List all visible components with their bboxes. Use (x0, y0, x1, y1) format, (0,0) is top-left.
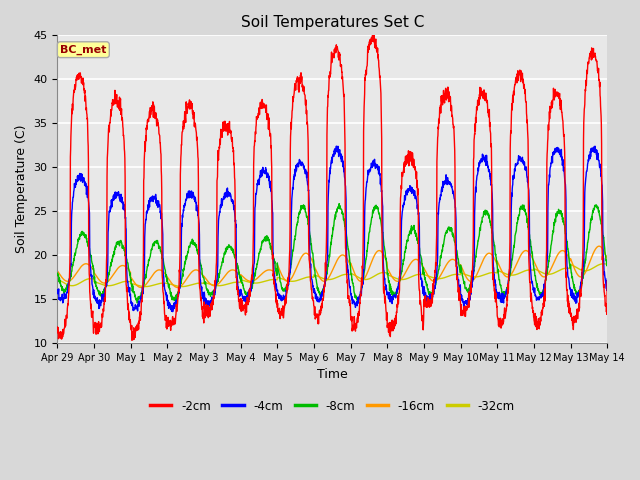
-4cm (604, 276, 611, 282)
-8cm (396, 280, 403, 286)
-8cm (54, 271, 61, 277)
-2cm (156, 140, 164, 145)
-8cm (134, 300, 141, 306)
Line: -8cm: -8cm (58, 204, 607, 303)
-2cm (396, 290, 403, 296)
-4cm (204, 301, 211, 307)
-8cm (338, 208, 346, 214)
-16cm (338, 252, 346, 258)
-4cm (396, 279, 403, 285)
-16cm (204, 278, 211, 284)
-2cm (128, 337, 136, 343)
-16cm (579, 273, 587, 278)
-16cm (54, 268, 61, 274)
Title: Soil Temperatures Set C: Soil Temperatures Set C (241, 15, 424, 30)
-32cm (141, 284, 149, 289)
Y-axis label: Soil Temperature (C): Soil Temperature (C) (15, 125, 28, 253)
-2cm (54, 324, 61, 330)
-32cm (604, 260, 611, 265)
-4cm (580, 264, 588, 269)
-16cm (595, 243, 603, 249)
Text: BC_met: BC_met (60, 45, 106, 55)
-2cm (580, 137, 588, 143)
-8cm (335, 201, 343, 206)
-2cm (604, 278, 611, 284)
Legend: -2cm, -4cm, -8cm, -16cm, -32cm: -2cm, -4cm, -8cm, -16cm, -32cm (145, 395, 519, 417)
Line: -4cm: -4cm (58, 146, 607, 312)
-8cm (156, 244, 164, 250)
Line: -16cm: -16cm (58, 246, 607, 288)
-16cm (496, 264, 504, 269)
-32cm (395, 276, 403, 282)
-32cm (156, 280, 164, 286)
Line: -32cm: -32cm (58, 263, 607, 287)
-2cm (369, 30, 376, 36)
-16cm (395, 278, 403, 284)
-8cm (580, 270, 588, 276)
-16cm (156, 267, 164, 273)
-32cm (496, 268, 504, 274)
-32cm (54, 276, 61, 282)
-8cm (204, 287, 211, 293)
-32cm (204, 280, 211, 286)
-8cm (496, 280, 504, 286)
-4cm (169, 309, 177, 314)
-4cm (333, 143, 340, 149)
-16cm (137, 285, 145, 290)
-2cm (496, 323, 504, 329)
-8cm (604, 260, 611, 265)
-2cm (338, 70, 346, 75)
-2cm (204, 313, 211, 319)
-4cm (156, 202, 164, 208)
-4cm (496, 294, 504, 300)
X-axis label: Time: Time (317, 368, 348, 381)
-32cm (338, 273, 346, 278)
-4cm (338, 157, 346, 163)
-32cm (579, 268, 587, 274)
Line: -2cm: -2cm (58, 33, 607, 340)
-16cm (604, 257, 611, 263)
-4cm (54, 291, 61, 297)
